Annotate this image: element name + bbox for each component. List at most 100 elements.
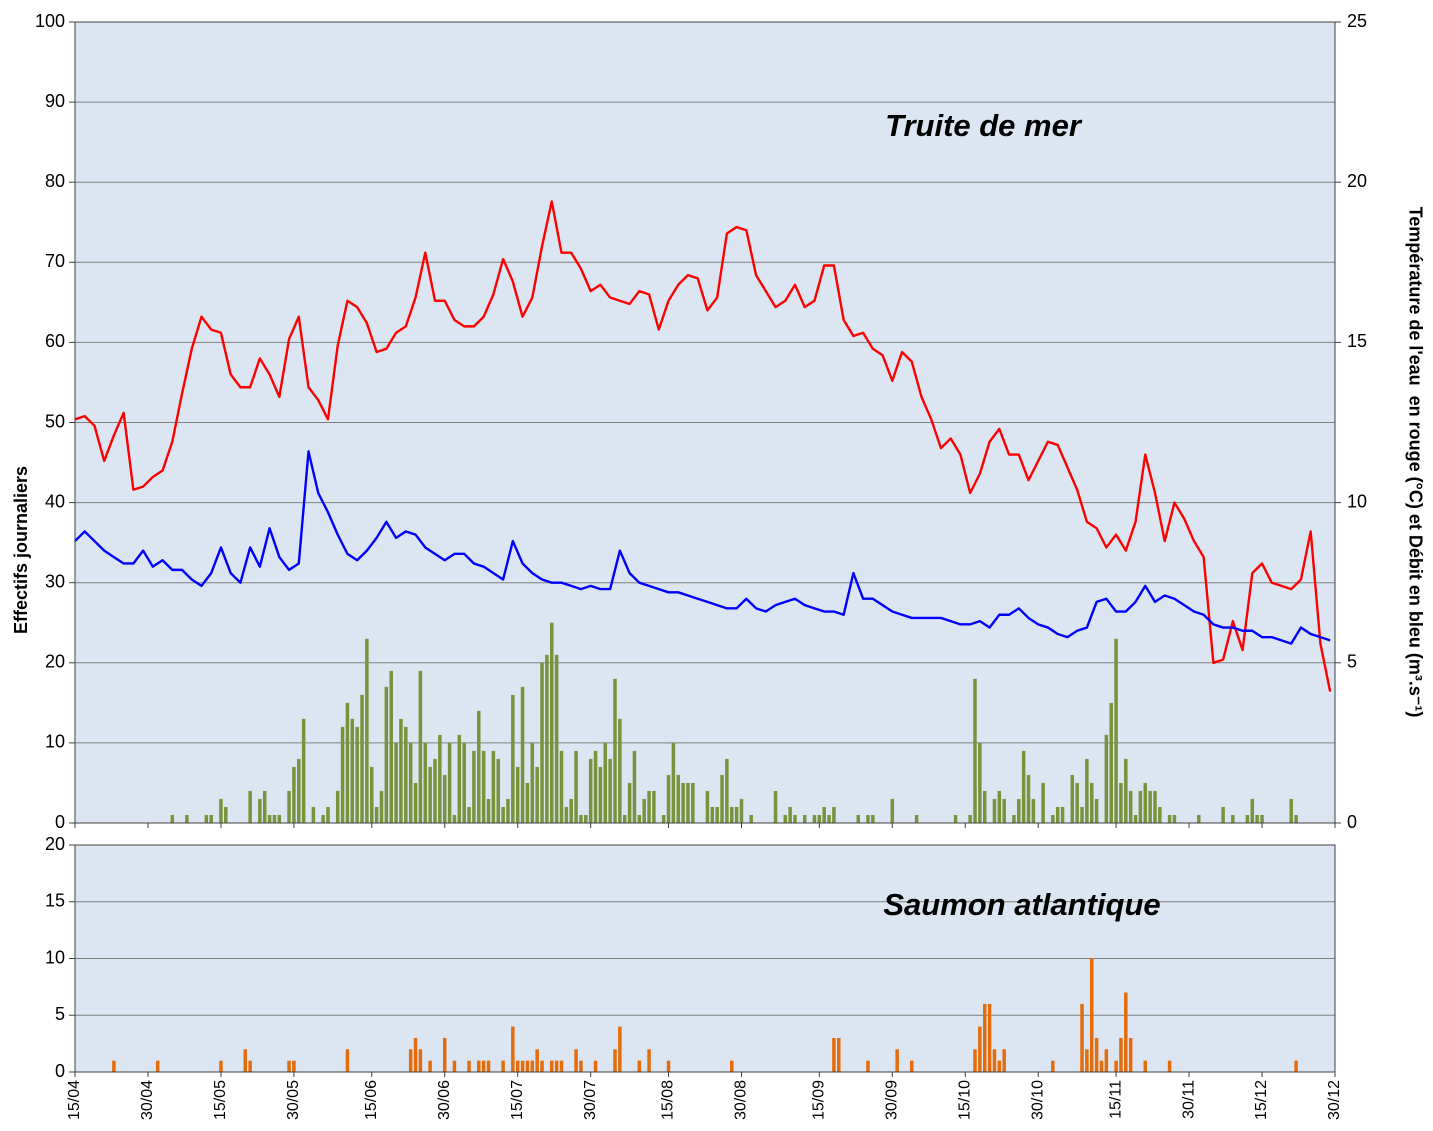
bar xyxy=(1143,782,1148,823)
bar xyxy=(647,1049,651,1072)
bar xyxy=(550,622,554,823)
bar xyxy=(1055,806,1060,823)
bar xyxy=(686,782,690,823)
bar xyxy=(676,774,680,823)
bar xyxy=(593,750,598,823)
x-tick-label: 15/08 xyxy=(660,1080,677,1120)
bar xyxy=(910,1060,914,1072)
bar xyxy=(1090,958,1094,1072)
bar xyxy=(618,718,622,823)
bar xyxy=(530,1060,535,1072)
bar xyxy=(491,750,496,823)
bar xyxy=(1031,798,1036,823)
bar xyxy=(749,814,753,823)
bar xyxy=(1128,790,1133,823)
bar xyxy=(997,1060,1002,1072)
bar xyxy=(1026,774,1031,823)
bar xyxy=(535,766,539,823)
bar xyxy=(739,798,744,823)
bar xyxy=(462,742,466,823)
bar xyxy=(365,638,369,823)
bar xyxy=(1021,750,1026,823)
bar xyxy=(579,1060,583,1072)
bar xyxy=(428,766,432,823)
bar xyxy=(1294,814,1298,823)
bar xyxy=(418,670,423,823)
bar xyxy=(345,702,350,823)
bar xyxy=(384,686,389,823)
bar xyxy=(574,1049,578,1072)
bar xyxy=(155,1060,160,1072)
bar xyxy=(832,1037,836,1072)
bar xyxy=(1017,798,1021,823)
y-tick-label: 10 xyxy=(45,732,65,752)
bar xyxy=(511,694,515,823)
bar xyxy=(973,678,977,823)
bar xyxy=(1124,758,1128,823)
y-tick-label: 15 xyxy=(45,891,65,911)
x-tick-label: 30/06 xyxy=(436,1080,453,1120)
bar xyxy=(554,1060,559,1072)
annotation: Truite de mer xyxy=(885,108,1083,143)
bar xyxy=(374,806,379,823)
bar xyxy=(1114,1060,1118,1072)
bar xyxy=(1148,790,1152,823)
bar xyxy=(477,1060,481,1072)
bar xyxy=(584,814,588,823)
bar xyxy=(598,766,603,823)
bar xyxy=(1109,702,1113,823)
bar xyxy=(783,814,788,823)
bar xyxy=(613,1049,617,1072)
bar xyxy=(433,758,437,823)
bar xyxy=(1197,814,1201,823)
bar xyxy=(666,1060,671,1072)
bar xyxy=(525,1060,530,1072)
bar xyxy=(501,806,505,823)
bar xyxy=(340,726,345,823)
bar xyxy=(292,1060,296,1072)
bar xyxy=(170,814,175,823)
bar xyxy=(1060,806,1065,823)
bar xyxy=(1294,1060,1298,1072)
bar xyxy=(822,806,826,823)
line xyxy=(74,200,1332,692)
x-tick-label: 30/10 xyxy=(1029,1080,1046,1120)
bar xyxy=(394,742,398,823)
bar xyxy=(496,758,500,823)
bar xyxy=(540,1060,544,1072)
bar xyxy=(219,1060,223,1072)
bar xyxy=(914,814,919,823)
bar xyxy=(618,1026,622,1072)
bar xyxy=(632,750,637,823)
bar xyxy=(311,806,316,823)
bar xyxy=(399,718,403,823)
bar xyxy=(559,1060,564,1072)
bar xyxy=(481,1060,486,1072)
bar xyxy=(1158,806,1162,823)
bar xyxy=(477,710,481,823)
bar xyxy=(550,1060,554,1072)
bar xyxy=(520,686,525,823)
bar xyxy=(326,806,330,823)
y-tick-label: 80 xyxy=(45,171,65,191)
bar xyxy=(734,806,739,823)
bar xyxy=(1080,1003,1084,1072)
bar xyxy=(637,814,642,823)
y2-tick-label: 15 xyxy=(1347,331,1367,351)
bar xyxy=(515,1060,520,1072)
y-tick-label: 100 xyxy=(35,11,65,31)
bar xyxy=(637,1060,642,1072)
bar xyxy=(1099,1060,1104,1072)
bar xyxy=(472,750,476,823)
bar xyxy=(1250,798,1255,823)
bar xyxy=(593,1060,598,1072)
bar xyxy=(438,734,442,823)
bar xyxy=(506,798,510,823)
bar xyxy=(297,758,301,823)
bar xyxy=(871,814,875,823)
bar xyxy=(350,718,355,823)
y-tick-label: 90 xyxy=(45,91,65,111)
bar xyxy=(486,798,491,823)
bar xyxy=(837,1037,841,1072)
bar xyxy=(564,806,569,823)
